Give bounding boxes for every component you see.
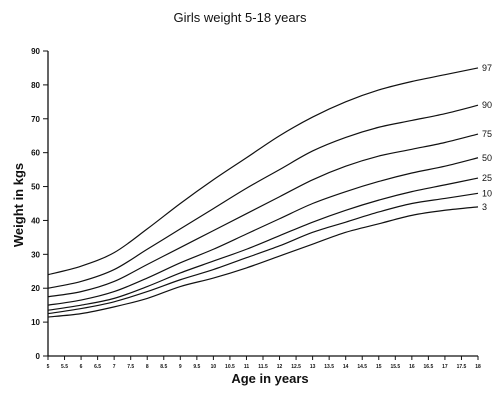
x-tick-label: 5.5 bbox=[61, 364, 68, 370]
y-tick-label: 0 bbox=[36, 352, 41, 361]
x-tick-label: 8 bbox=[146, 364, 149, 370]
y-tick-label: 70 bbox=[31, 115, 40, 124]
y-tick-label: 50 bbox=[31, 183, 40, 192]
x-axis-label: Age in years bbox=[231, 371, 308, 386]
x-tick-label: 17 bbox=[442, 364, 448, 370]
percentile-curve-10 bbox=[47, 192, 479, 315]
percentile-curve-90 bbox=[47, 104, 479, 289]
x-tick-label: 14.5 bbox=[357, 364, 367, 370]
curve-label-25: 25 bbox=[482, 173, 492, 183]
x-tick-label: 5 bbox=[47, 364, 50, 370]
x-tick-label: 7 bbox=[113, 364, 116, 370]
x-tick-label: 13 bbox=[310, 364, 316, 370]
x-tick-label: 16 bbox=[409, 364, 415, 370]
chart-title: Girls weight 5-18 years bbox=[174, 10, 307, 25]
percentile-curve-97 bbox=[47, 67, 479, 276]
curve-label-75: 75 bbox=[482, 129, 492, 139]
x-tick-label: 18 bbox=[475, 364, 481, 370]
y-tick-label: 10 bbox=[31, 318, 40, 327]
y-tick-label: 20 bbox=[31, 284, 40, 293]
x-tick-label: 14 bbox=[343, 364, 349, 370]
x-tick-label: 9 bbox=[179, 364, 182, 370]
x-tick-label: 17.5 bbox=[457, 364, 467, 370]
x-tick-label: 6.5 bbox=[94, 364, 101, 370]
percentile-curve-25 bbox=[47, 177, 479, 311]
x-tick-label: 11 bbox=[244, 364, 250, 370]
percentile-curve-3 bbox=[47, 206, 479, 318]
percentile-curve-75 bbox=[47, 133, 479, 298]
x-tick-label: 16.5 bbox=[424, 364, 434, 370]
curve-label-10: 10 bbox=[482, 188, 492, 198]
curve-label-50: 50 bbox=[482, 153, 492, 163]
y-tick-label: 60 bbox=[31, 149, 40, 158]
x-tick-label: 10.5 bbox=[225, 364, 235, 370]
x-tick-label: 9.5 bbox=[193, 364, 200, 370]
percentile-curve-50 bbox=[47, 157, 479, 306]
x-tick-label: 13.5 bbox=[324, 364, 334, 370]
y-axis-label: Weight in kgs bbox=[11, 163, 26, 247]
x-tick-label: 11.5 bbox=[258, 364, 268, 370]
x-tick-label: 8.5 bbox=[160, 364, 167, 370]
y-tick-label: 80 bbox=[31, 81, 40, 90]
x-tick-label: 6 bbox=[80, 364, 83, 370]
x-tick-label: 12.5 bbox=[291, 364, 301, 370]
x-tick-label: 12 bbox=[277, 364, 283, 370]
curve-label-97: 97 bbox=[482, 63, 492, 73]
y-tick-label: 30 bbox=[31, 250, 40, 259]
curve-label-90: 90 bbox=[482, 100, 492, 110]
curve-label-3: 3 bbox=[482, 202, 487, 212]
x-tick-label: 15 bbox=[376, 364, 382, 370]
x-tick-label: 7.5 bbox=[127, 364, 134, 370]
y-tick-label: 90 bbox=[31, 47, 40, 56]
x-tick-label: 10 bbox=[211, 364, 217, 370]
x-tick-label: 15.5 bbox=[390, 364, 400, 370]
y-tick-label: 40 bbox=[31, 216, 40, 225]
